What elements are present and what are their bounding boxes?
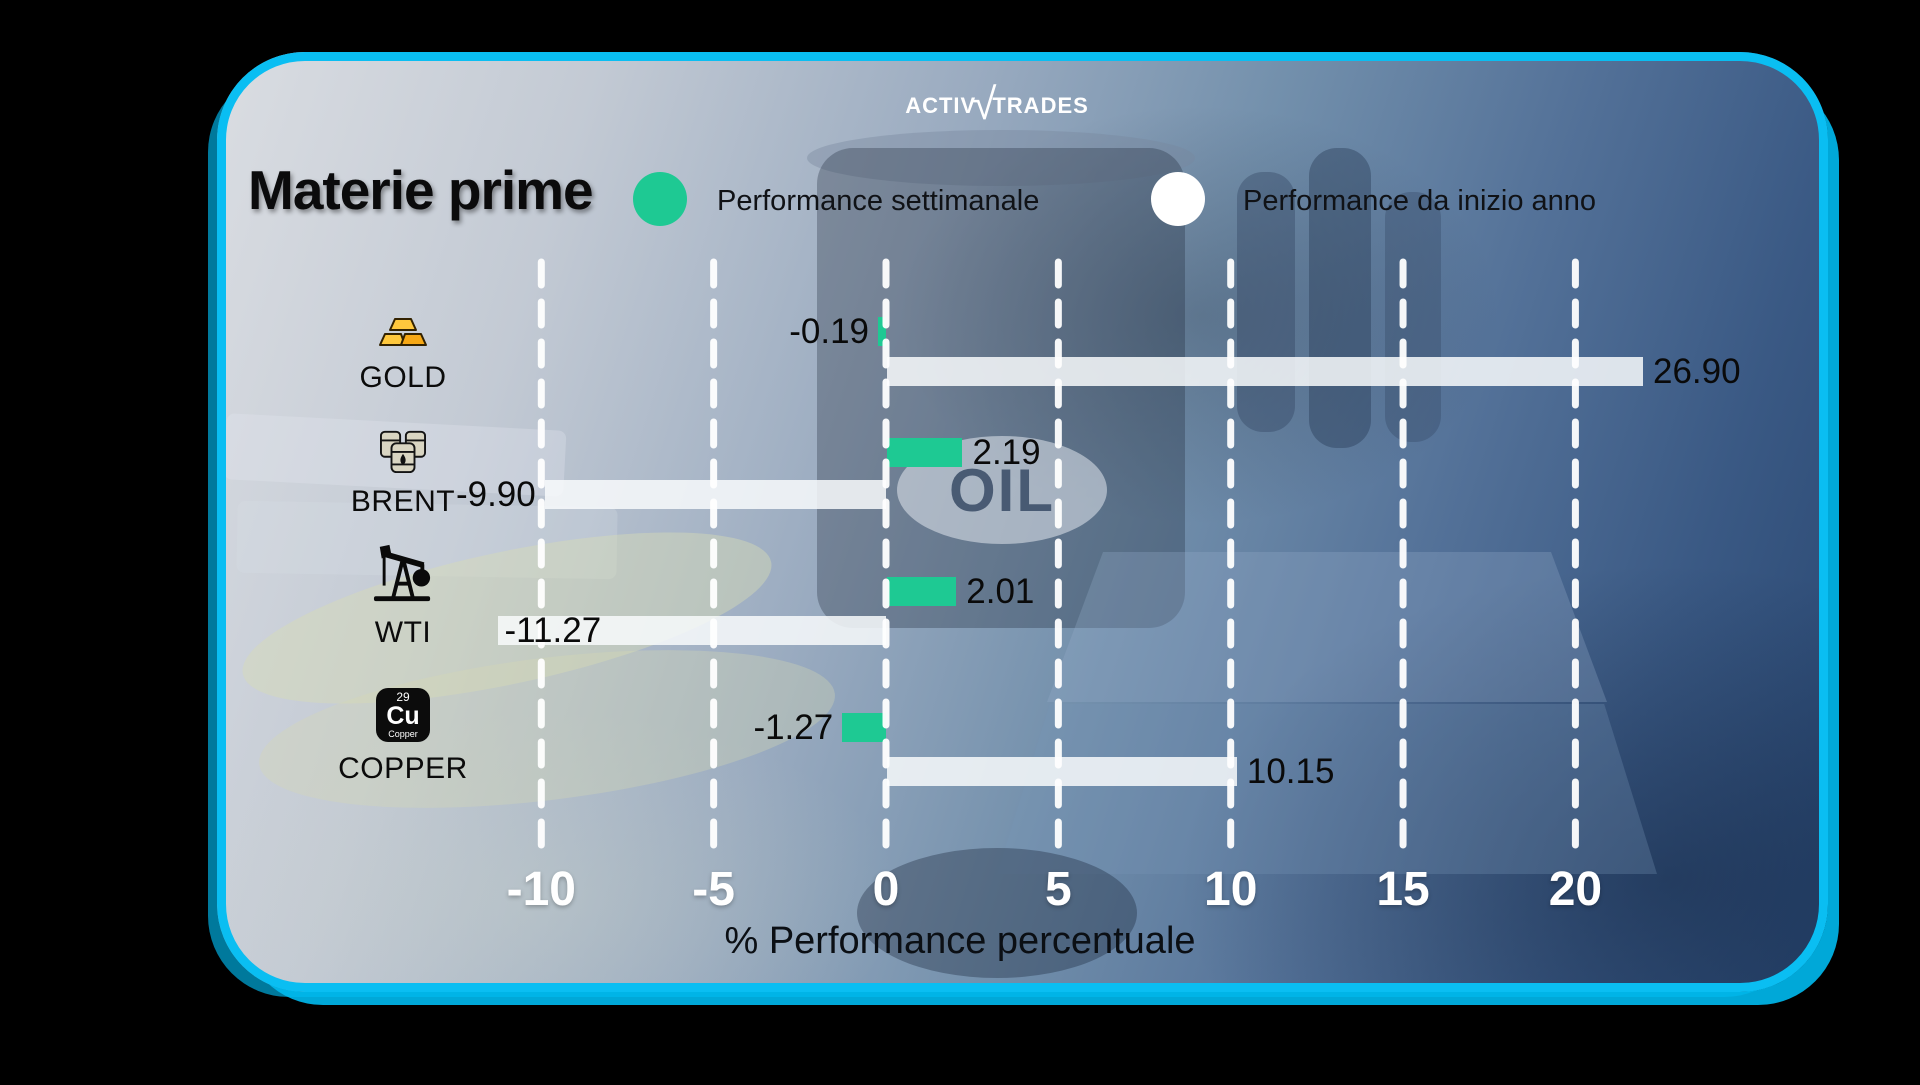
legend-weekly-swatch bbox=[633, 172, 687, 226]
oil-barrels-icon bbox=[377, 428, 429, 479]
logo-radical-icon: √ bbox=[972, 80, 998, 129]
copper-name: Copper bbox=[388, 729, 418, 739]
copper-atomic-number: 29 bbox=[396, 690, 410, 704]
oil-label-text: OIL bbox=[949, 456, 1055, 524]
page-title: Materie prime bbox=[248, 159, 594, 221]
gold-bars-icon bbox=[378, 316, 428, 353]
commodity-copper: 29 Cu Copper COPPER bbox=[322, 688, 484, 786]
legend-ytd-swatch bbox=[1151, 172, 1205, 226]
x-axis-title: % Performance percentuale bbox=[724, 920, 1196, 962]
corn-decoration bbox=[229, 497, 785, 739]
commodity-brent: BRENT bbox=[322, 428, 484, 519]
logo-text-left: Activ bbox=[905, 85, 977, 120]
copper-element-icon: 29 Cu Copper bbox=[376, 688, 430, 742]
pump-jack-icon bbox=[372, 543, 434, 608]
commodity-wti: WTI bbox=[322, 543, 484, 650]
category-label-copper: COPPER bbox=[338, 752, 468, 785]
legend-weekly-label: Performance settimanale bbox=[717, 185, 1040, 217]
category-label-gold: GOLD bbox=[359, 361, 447, 394]
oil-barrel-decoration bbox=[817, 148, 1185, 628]
pipe-decoration bbox=[1385, 192, 1441, 442]
metal-ingot-decoration bbox=[997, 704, 1657, 874]
logo-text-right: Trades bbox=[992, 85, 1089, 120]
category-label-wti: WTI bbox=[374, 616, 432, 649]
legend-ytd-label: Performance da inizio anno bbox=[1243, 185, 1597, 217]
copper-symbol: Cu bbox=[386, 702, 420, 730]
commodity-gold: GOLD bbox=[322, 316, 484, 395]
category-label-brent: BRENT bbox=[350, 485, 456, 518]
oil-barrel-label: OIL bbox=[897, 436, 1107, 544]
activtrades-logo: Activ√Trades bbox=[905, 80, 1089, 130]
metal-ingot-decoration bbox=[1047, 552, 1607, 702]
oil-barrel-top-decoration bbox=[807, 130, 1195, 186]
